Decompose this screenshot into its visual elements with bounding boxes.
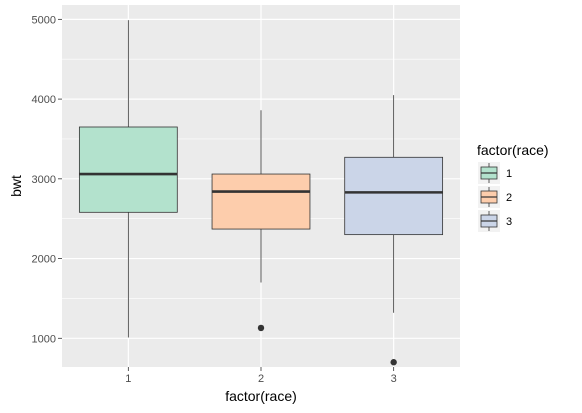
legend-label: 1 xyxy=(506,168,512,180)
outlier-point xyxy=(257,324,265,332)
y-tick-label: 5000 xyxy=(32,14,56,26)
legend-keys: 1 2 3 xyxy=(478,162,512,232)
legend-label: 2 xyxy=(506,192,512,204)
y-tick-label: 2000 xyxy=(32,254,56,266)
boxes xyxy=(78,126,444,236)
legend: factor(race) 1 2 3 xyxy=(477,142,549,232)
legend-title: factor(race) xyxy=(477,142,549,158)
y-axis: 1000 2000 3000 4000 5000 xyxy=(32,14,62,345)
box xyxy=(211,173,311,230)
x-tick-label: 2 xyxy=(258,373,264,385)
x-axis: 1 2 3 xyxy=(125,367,397,385)
x-axis-title: factor(race) xyxy=(225,388,297,404)
y-tick-label: 1000 xyxy=(32,333,56,345)
legend-item: 3 xyxy=(478,210,512,232)
whiskers xyxy=(127,20,395,338)
legend-label: 3 xyxy=(506,216,512,228)
x-tick-label: 3 xyxy=(391,373,397,385)
outliers xyxy=(257,324,397,366)
legend-item: 2 xyxy=(478,186,512,208)
box xyxy=(344,156,444,236)
y-tick-label: 4000 xyxy=(32,94,56,106)
outlier-point xyxy=(390,359,397,366)
legend-item: 1 xyxy=(478,162,512,184)
y-tick-label: 3000 xyxy=(32,174,56,186)
y-axis-title: bwt xyxy=(8,175,24,197)
box xyxy=(78,126,178,213)
x-tick-label: 1 xyxy=(125,373,131,385)
